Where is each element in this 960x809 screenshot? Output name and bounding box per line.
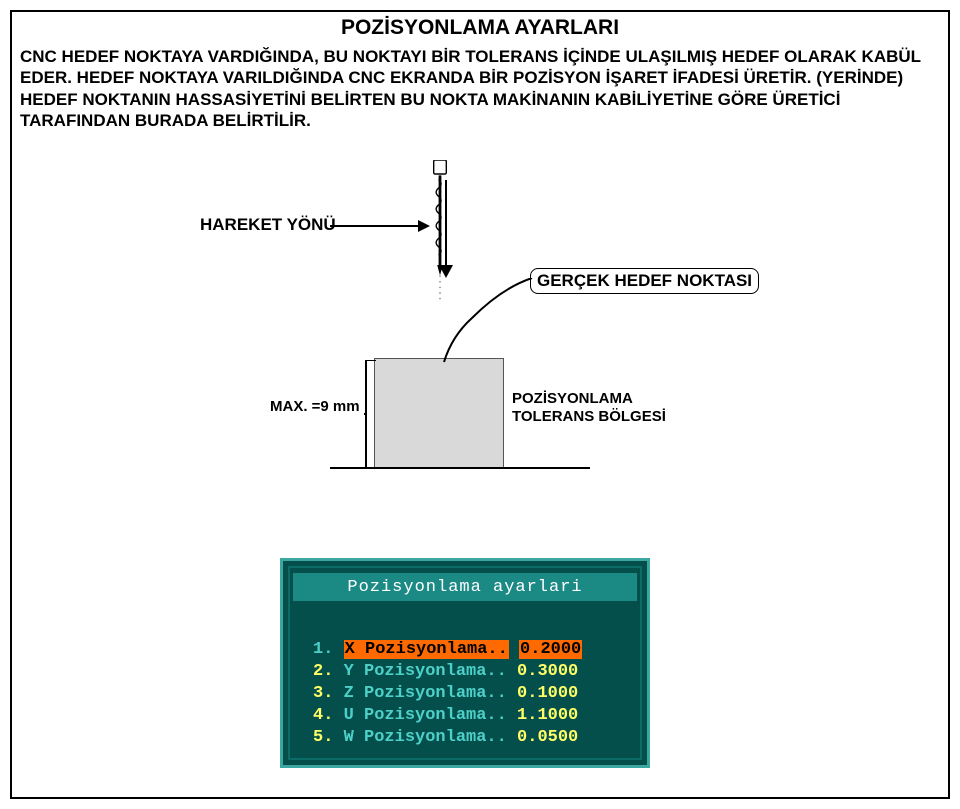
page-title: POZİSYONLAMA AYARLARI bbox=[341, 16, 619, 40]
tolerance-zone-label: POZİSYONLAMA TOLERANS BÖLGESİ bbox=[512, 390, 682, 426]
cnc-line-4: 4. U Pozisyonlama.. 1.1000 bbox=[313, 705, 582, 727]
target-point-label: GERÇEK HEDEF NOKTASI bbox=[530, 268, 759, 294]
target-leader-line bbox=[442, 278, 542, 368]
max-width-label: MAX. =9 mm bbox=[270, 398, 360, 416]
tolerance-diagram: HAREKET YÖNÜ MAX. =9 mm POZİSYONLAMA TOL… bbox=[200, 160, 680, 490]
cnc-settings-panel: Pozisyonlama ayarlari 1. X Pozisyonlama.… bbox=[280, 558, 650, 768]
motion-direction-label: HAREKET YÖNÜ bbox=[200, 215, 336, 235]
motion-arrow-icon bbox=[330, 218, 430, 234]
cnc-line-1: 1. X Pozisyonlama.. 0.2000 bbox=[313, 639, 582, 661]
arrow-down-icon bbox=[436, 180, 456, 280]
cnc-panel-title: Pozisyonlama ayarlari bbox=[293, 573, 637, 601]
tolerance-zone-box bbox=[374, 358, 504, 468]
cnc-line-3: 3. Z Pozisyonlama.. 0.1000 bbox=[313, 683, 582, 705]
cnc-settings-list: 1. X Pozisyonlama.. 0.2000 2. Y Pozisyon… bbox=[313, 639, 582, 749]
body-paragraph: CNC HEDEF NOKTAYA VARDIĞINDA, BU NOKTAYI… bbox=[20, 46, 940, 131]
cnc-line-2: 2. Y Pozisyonlama.. 0.3000 bbox=[313, 661, 582, 683]
cnc-line-5: 5. W Pozisyonlama.. 0.0500 bbox=[313, 727, 582, 749]
max-bracket-icon bbox=[364, 360, 378, 468]
